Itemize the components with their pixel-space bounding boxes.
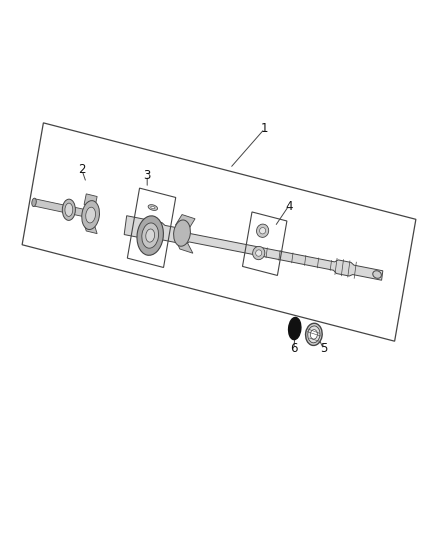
Ellipse shape <box>32 198 36 206</box>
Ellipse shape <box>311 329 318 339</box>
Polygon shape <box>124 216 383 280</box>
Polygon shape <box>176 239 193 253</box>
Ellipse shape <box>256 250 262 256</box>
Ellipse shape <box>306 324 322 345</box>
Ellipse shape <box>253 246 265 260</box>
Ellipse shape <box>62 199 75 220</box>
Ellipse shape <box>308 326 320 343</box>
Ellipse shape <box>148 205 158 211</box>
Polygon shape <box>34 199 86 217</box>
Ellipse shape <box>86 207 95 223</box>
Polygon shape <box>176 215 195 229</box>
Text: 1: 1 <box>261 122 268 135</box>
Polygon shape <box>84 194 97 207</box>
Text: 6: 6 <box>290 342 297 355</box>
Text: 2: 2 <box>78 164 86 176</box>
Text: 4: 4 <box>285 199 293 213</box>
Ellipse shape <box>257 224 268 237</box>
Ellipse shape <box>82 200 99 230</box>
Ellipse shape <box>173 220 191 246</box>
Text: 3: 3 <box>144 169 151 182</box>
Ellipse shape <box>146 229 155 242</box>
Polygon shape <box>84 224 97 233</box>
Ellipse shape <box>137 216 163 255</box>
Ellipse shape <box>260 228 266 234</box>
Ellipse shape <box>65 203 73 216</box>
Ellipse shape <box>142 223 159 248</box>
Text: 5: 5 <box>320 342 327 355</box>
Ellipse shape <box>151 206 155 209</box>
Ellipse shape <box>289 318 301 340</box>
Ellipse shape <box>373 271 381 278</box>
